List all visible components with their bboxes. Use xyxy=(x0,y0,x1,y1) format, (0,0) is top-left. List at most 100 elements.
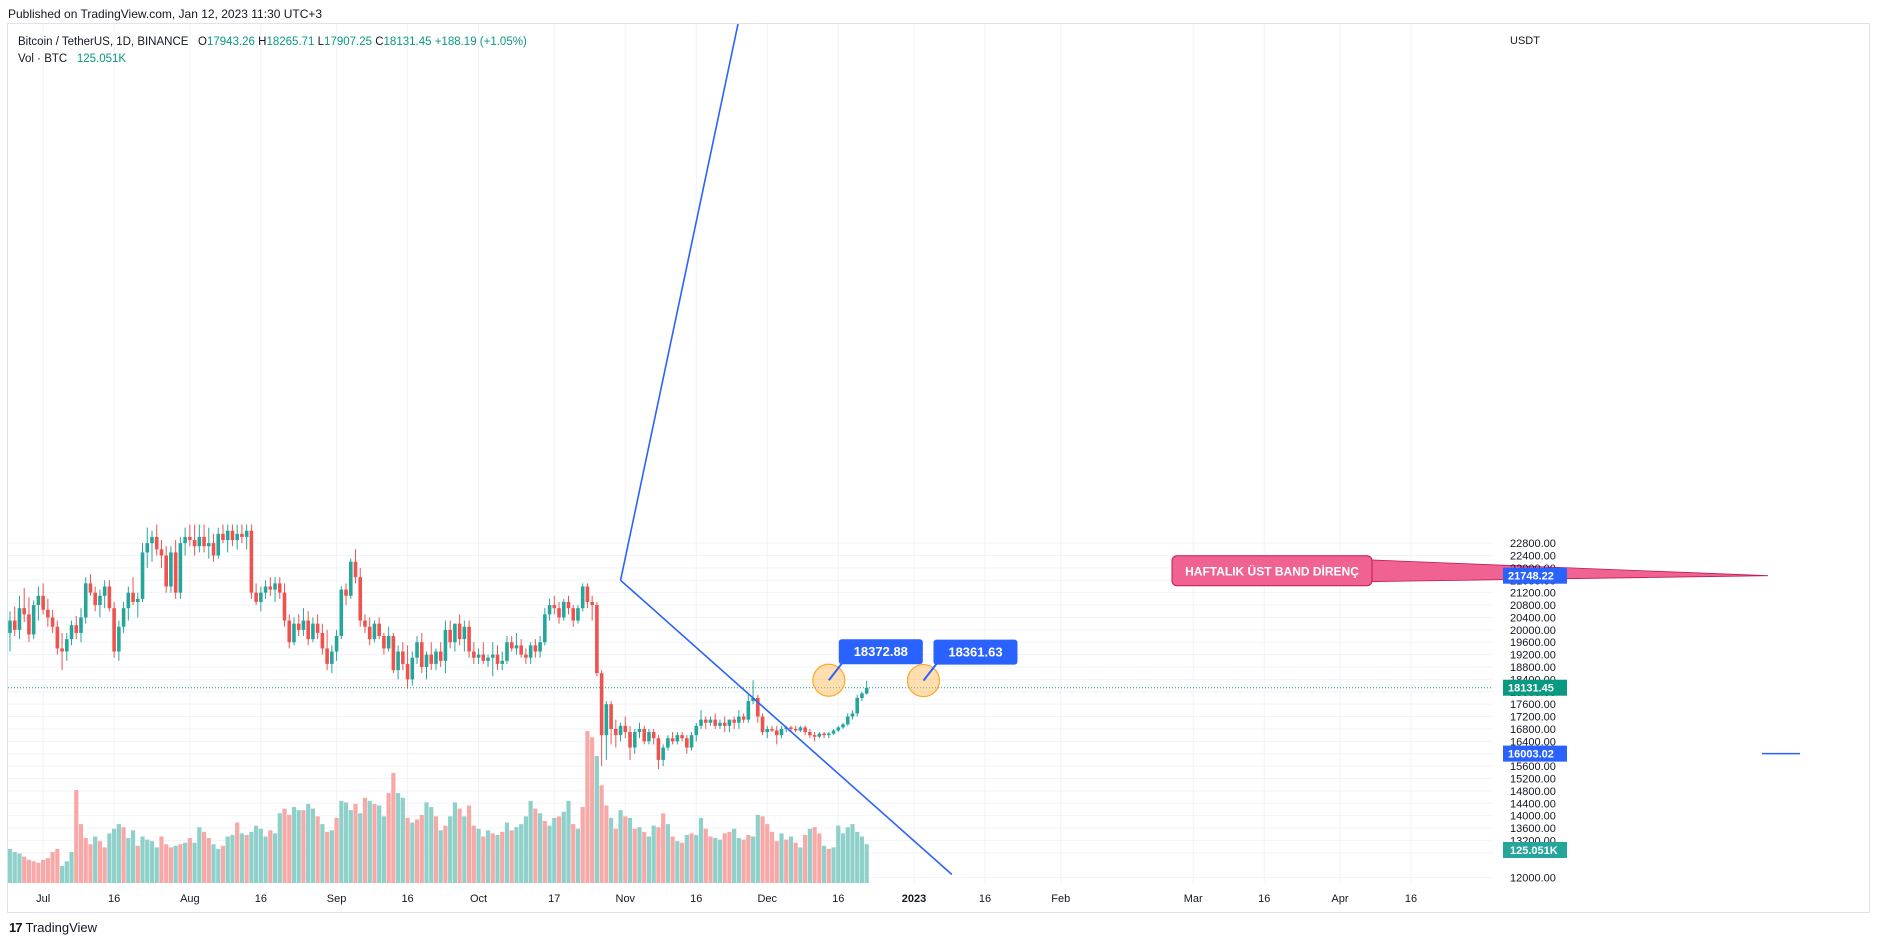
volume-bar xyxy=(689,833,694,883)
volume-bar xyxy=(500,831,505,883)
volume-bar xyxy=(164,844,169,883)
time-tick-label: Jul xyxy=(36,893,50,905)
time-tick-label: Apr xyxy=(1331,893,1348,905)
candle-body xyxy=(670,738,675,742)
legend-high-label: H xyxy=(258,36,267,48)
volume-bar xyxy=(803,834,808,883)
candle-body xyxy=(287,620,292,643)
candle-body xyxy=(841,724,845,728)
volume-bar xyxy=(732,828,737,883)
candle-body xyxy=(864,687,869,694)
candle-body xyxy=(330,651,334,664)
candle-body xyxy=(685,738,689,748)
volume-bar xyxy=(287,814,292,883)
volume-bar xyxy=(528,800,533,883)
candle-body xyxy=(424,654,429,668)
volume-bar xyxy=(424,802,429,883)
axis-unit-label: USDT xyxy=(1510,35,1540,47)
volume-bar xyxy=(414,819,420,883)
price-marker-label: 16003.02 xyxy=(1508,749,1554,761)
candle-body xyxy=(741,716,746,720)
volume-bar xyxy=(817,833,822,883)
candle-body xyxy=(391,636,396,671)
volume-bar xyxy=(102,847,107,883)
candle-body xyxy=(164,555,168,587)
legend-volume-label[interactable]: Vol · BTC xyxy=(18,53,68,65)
candle-body xyxy=(547,605,552,615)
volume-bar xyxy=(840,833,846,883)
volume-bar xyxy=(78,824,84,883)
volume-bar xyxy=(197,827,202,883)
volume-bar xyxy=(348,810,353,883)
candle-body xyxy=(79,617,83,633)
candle-body xyxy=(240,533,244,537)
volume-bar xyxy=(826,848,831,883)
volume-bar xyxy=(599,785,604,883)
volume-bar xyxy=(410,822,415,883)
candle-body xyxy=(571,608,576,621)
tradingview-footer[interactable]: 17 TradingView xyxy=(9,920,97,935)
candle-body xyxy=(860,693,864,698)
candle-body xyxy=(225,530,230,541)
volume-bar xyxy=(183,842,188,883)
candle-body xyxy=(576,608,580,621)
volume-bar xyxy=(467,805,472,883)
candle-body xyxy=(282,592,287,621)
volume-bar xyxy=(178,844,183,883)
tradingview-logo-icon: 17 xyxy=(9,920,23,935)
legend-high-value: 18265.71 xyxy=(266,36,315,48)
candle-body xyxy=(557,608,561,618)
volume-bar xyxy=(708,836,713,883)
volume-bar xyxy=(334,817,339,883)
price-tick-label: 18800.00 xyxy=(1510,662,1556,674)
candle-body xyxy=(580,586,585,609)
price-tick-label: 19200.00 xyxy=(1510,650,1556,662)
price-tick-label: 14800.00 xyxy=(1510,786,1556,798)
candle-body xyxy=(348,561,353,596)
candle-body xyxy=(69,625,74,640)
volume-bar xyxy=(661,813,666,883)
legend-symbol[interactable]: Bitcoin / TetherUS, 1D, BINANCE xyxy=(18,36,189,48)
candle-body xyxy=(112,608,116,652)
callout-label: 18361.63 xyxy=(948,645,1002,660)
callout-pointer xyxy=(922,661,939,682)
volume-bar xyxy=(727,831,732,883)
time-tick-label: Oct xyxy=(470,893,487,905)
candle-body xyxy=(377,623,381,637)
candle-body xyxy=(221,533,225,541)
candle-body xyxy=(197,536,202,547)
candle-body xyxy=(372,623,377,640)
candle-body xyxy=(273,583,277,590)
volume-bar xyxy=(713,838,718,883)
volume-bar xyxy=(642,831,647,883)
grid-lines xyxy=(8,24,1493,883)
candle-body xyxy=(765,728,770,733)
note-box xyxy=(1171,555,1373,587)
time-tick-label: Mar xyxy=(1184,893,1203,905)
price-axis: USDT22800.0022400.0022000.0021600.002120… xyxy=(1503,35,1567,885)
legend-low-value: 17907.25 xyxy=(324,36,373,48)
volume-bar xyxy=(282,808,287,883)
price-tick-label: 15600.00 xyxy=(1510,761,1556,773)
time-tick-label: 16 xyxy=(401,893,413,905)
volume-bar xyxy=(495,834,500,883)
volume-bar xyxy=(438,830,443,883)
volume-bar xyxy=(258,828,263,883)
legend-volume-row: Vol · BTC 125.051K xyxy=(18,51,527,68)
candle-body xyxy=(268,586,273,590)
candle-body xyxy=(585,586,590,602)
volume-bar xyxy=(490,833,495,883)
volume-bar xyxy=(400,797,405,883)
candle-body xyxy=(647,732,651,742)
candle-body xyxy=(46,609,50,618)
candle-body xyxy=(27,614,31,635)
callout-label: 18372.88 xyxy=(854,644,908,659)
volume-bar xyxy=(220,845,226,883)
candle-body xyxy=(722,722,727,726)
volume-bar xyxy=(353,803,358,883)
volume-bar xyxy=(850,824,855,883)
candle-body xyxy=(779,728,784,736)
volume-bar xyxy=(206,838,211,883)
candle-body xyxy=(756,697,760,717)
